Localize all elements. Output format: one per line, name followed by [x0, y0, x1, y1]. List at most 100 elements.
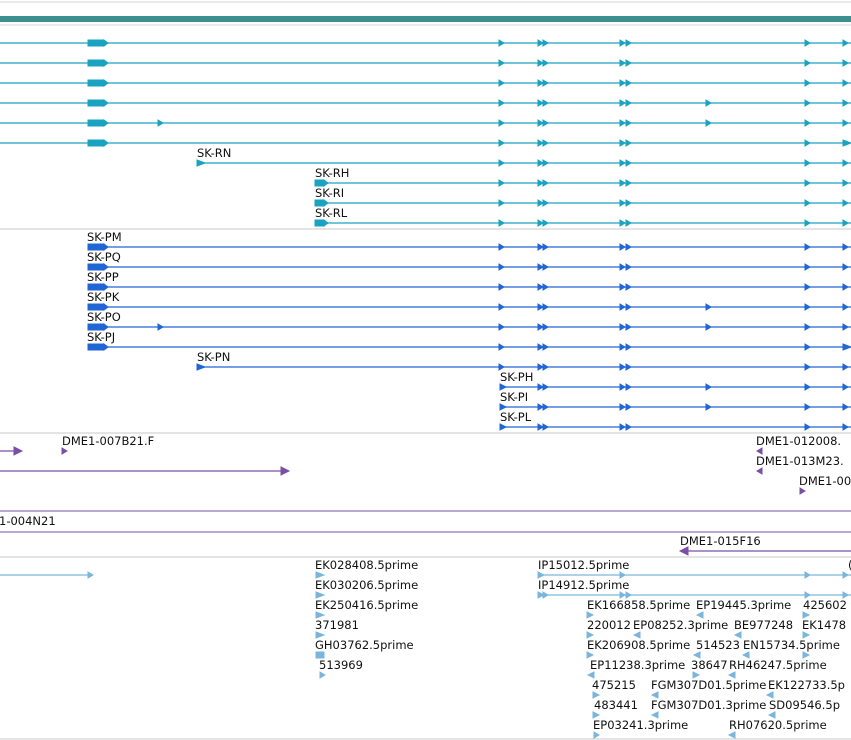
label-483441: 483441 — [594, 698, 638, 712]
transcript-sk-rl[interactable] — [314, 219, 851, 227]
track-bac-ends — [0, 446, 806, 495]
label-ek030206: EK030206.5prime — [315, 578, 418, 592]
est-be977248[interactable] — [733, 631, 742, 639]
label-en15734: EN15734.5prime — [743, 638, 840, 652]
label-ek028408: EK028408.5prime — [315, 558, 418, 572]
est-514523[interactable] — [692, 651, 701, 659]
label-ek1478: EK1478 — [802, 618, 846, 632]
est-fgm307d01-3[interactable] — [650, 711, 659, 719]
label-sk-pn: SK-PN — [197, 350, 230, 364]
transcript-sk-pp[interactable] — [87, 283, 851, 291]
transcript-sk-pi[interactable] — [499, 403, 851, 411]
transcript-sk-pj[interactable] — [87, 343, 851, 351]
transcript-sk-pm[interactable] — [87, 243, 851, 251]
est-ek122733[interactable] — [765, 691, 774, 699]
est-en15734[interactable] — [741, 651, 750, 659]
bac-feature[interactable] — [0, 466, 291, 476]
bac-feature-013m23[interactable] — [756, 467, 763, 475]
label-ek250416: EK250416.5prime — [315, 598, 418, 612]
label-dme1-012008: DME1-012008. — [756, 434, 841, 448]
transcript-sk-ri[interactable] — [314, 199, 851, 207]
label-475215: 475215 — [592, 678, 636, 692]
est-fgm307d01-5[interactable] — [650, 691, 659, 699]
label-dme1-015f16: DME1-015F16 — [680, 534, 761, 548]
label-sk-rn: SK-RN — [197, 146, 231, 160]
label-sk-rl: SK-RL — [315, 206, 348, 220]
est-ek1478[interactable] — [802, 631, 811, 639]
est-ek028408[interactable] — [315, 571, 326, 579]
label-ek166858: EK166858.5prime — [587, 598, 690, 612]
est-rh07620[interactable] — [727, 731, 736, 739]
transcript-sk-rh[interactable] — [314, 179, 851, 187]
label-rh46247: RH46247.5prime — [729, 658, 827, 672]
est-38647[interactable] — [692, 671, 701, 679]
label-edge: ( — [848, 558, 851, 572]
est-rh46247[interactable] — [727, 671, 736, 679]
label-sk-pm: SK-PM — [87, 230, 122, 244]
est-371981[interactable] — [315, 631, 326, 639]
est-sd09546[interactable] — [767, 711, 776, 719]
transcript-sk-po[interactable] — [87, 323, 851, 331]
transcript-sk-pq[interactable] — [87, 263, 851, 271]
est-ep19445[interactable] — [695, 611, 704, 619]
transcript-sk-ph[interactable] — [499, 383, 851, 391]
label-ep19445: EP19445.3prime — [696, 598, 791, 612]
transcript-row[interactable] — [0, 39, 851, 47]
est-ep03241[interactable] — [593, 731, 600, 739]
label-sk-pl: SK-PL — [500, 410, 532, 424]
label-gh03762: GH03762.5prime — [315, 638, 414, 652]
transcript-row[interactable] — [0, 79, 851, 87]
label-sk-rh: SK-RH — [315, 166, 349, 180]
est-220012[interactable] — [586, 631, 595, 639]
transcript-row[interactable] — [0, 59, 851, 67]
track-gene-models-cyan — [0, 39, 851, 227]
est-513969[interactable] — [319, 671, 326, 679]
transcript-sk-rn[interactable] — [196, 159, 851, 167]
label-sk-pq: SK-PQ — [87, 250, 121, 264]
transcript-sk-pk[interactable] — [87, 303, 851, 311]
label-sk-po: SK-PO — [87, 310, 121, 324]
est-425602[interactable] — [802, 611, 811, 619]
est-ek166858[interactable] — [586, 611, 595, 619]
transcript-sk-pl[interactable] — [499, 423, 851, 431]
est-ek206908[interactable] — [586, 651, 595, 659]
bac-feature-00[interactable] — [799, 487, 806, 495]
est-ep11238[interactable] — [586, 671, 595, 679]
label-ep03241: EP03241.3prime — [593, 718, 688, 732]
transcript-row[interactable] — [0, 99, 851, 107]
label-ek206908: EK206908.5prime — [587, 638, 690, 652]
label-ep08252: EP08252.3prime — [633, 618, 728, 632]
est-ep08252[interactable] — [632, 631, 641, 639]
transcript-row[interactable] — [0, 119, 851, 127]
label-220012: 220012 — [587, 618, 631, 632]
est-gh03762[interactable] — [315, 651, 325, 659]
label-dme1-004n21: 1-004N21 — [0, 514, 56, 528]
transcript-sk-pn[interactable] — [196, 363, 851, 371]
est-ek030206[interactable] — [315, 591, 326, 599]
label-sk-pp: SK-PP — [87, 270, 119, 284]
est-483441[interactable] — [592, 711, 601, 719]
label-ek122733: EK122733.5p — [768, 678, 845, 692]
est-ip14912[interactable] — [537, 591, 851, 599]
bac-feature[interactable] — [0, 446, 24, 456]
label-sd09546: SD09546.5p — [769, 698, 840, 712]
est-en15734-right[interactable] — [802, 651, 811, 659]
label-371981: 371981 — [315, 618, 359, 632]
bac-feature-007b21[interactable] — [61, 447, 68, 455]
label-ip14912: IP14912.5prime — [538, 578, 629, 592]
label-sk-ph: SK-PH — [500, 370, 533, 384]
est-ip15012[interactable] — [537, 571, 851, 579]
track-gene-models-blue — [87, 243, 851, 431]
label-dme1-007b21: DME1-007B21.F — [62, 434, 154, 448]
est-ek250416[interactable] — [315, 611, 326, 619]
label-ep11238: EP11238.3prime — [590, 658, 685, 672]
track-ests — [0, 571, 851, 739]
bac-feature-015f16[interactable] — [678, 546, 851, 556]
overview-bar — [0, 16, 851, 22]
label-sk-ri: SK-RI — [315, 186, 344, 200]
est-feature[interactable] — [0, 571, 94, 579]
bac-feature-012008[interactable] — [756, 447, 763, 455]
est-475215[interactable] — [592, 691, 601, 699]
transcript-row[interactable] — [0, 139, 851, 147]
